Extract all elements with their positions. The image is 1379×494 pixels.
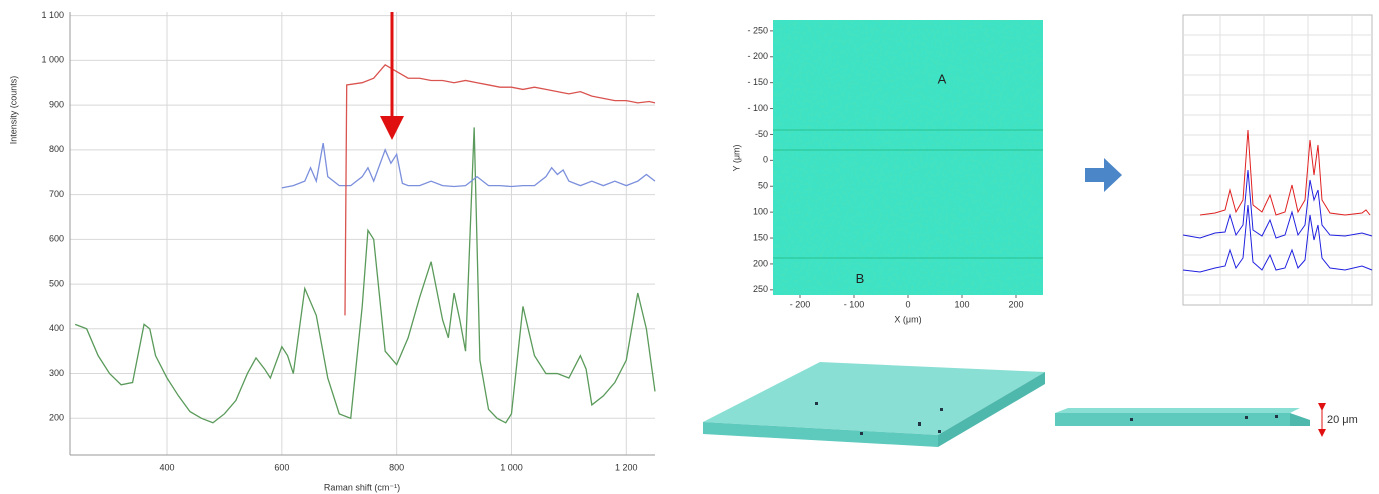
x-tick-label: 100 bbox=[954, 299, 969, 309]
x-tick-label: 200 bbox=[1008, 299, 1023, 309]
thumbnail-frame bbox=[1183, 15, 1372, 305]
x-tick-label: 0 bbox=[905, 299, 910, 309]
slab-top bbox=[1055, 408, 1300, 413]
y-tick-label: 1 100 bbox=[41, 10, 64, 20]
figure: Intensity (counts) Raman shift (cm⁻¹) 20… bbox=[0, 0, 1379, 494]
y-axis-title: Intensity (counts) bbox=[8, 76, 18, 145]
y-tick-label: - 150 bbox=[747, 77, 768, 87]
x-tick-label: 400 bbox=[160, 462, 175, 472]
annotation: A bbox=[938, 72, 947, 87]
map-texture bbox=[773, 20, 1043, 295]
slab-front bbox=[1055, 413, 1290, 426]
block-top bbox=[703, 362, 1045, 435]
y-tick-label: 800 bbox=[49, 144, 64, 154]
slab-3d: 20 μm bbox=[1055, 407, 1358, 433]
speck bbox=[1130, 418, 1133, 421]
speck bbox=[938, 430, 941, 433]
x-axis-title: Raman shift (cm⁻¹) bbox=[324, 482, 400, 492]
x-tick-label: 1 000 bbox=[500, 462, 523, 472]
map-chart: Y (μm) X (μm) - 250 - 200 - 150 - 100 -50 0 50… bbox=[731, 20, 1043, 324]
y-tick-label: 200 bbox=[753, 258, 768, 268]
y-tick-label: 100 bbox=[753, 207, 768, 217]
y-tick-label: 500 bbox=[49, 278, 64, 288]
slab-side bbox=[1290, 413, 1310, 426]
raman-chart: Intensity (counts) Raman shift (cm⁻¹) 20… bbox=[8, 10, 655, 492]
y-tick-label: 600 bbox=[49, 234, 64, 244]
y-tick-label: 50 bbox=[758, 181, 768, 191]
y-tick-label: - 200 bbox=[747, 51, 768, 61]
y-tick-label: 400 bbox=[49, 323, 64, 333]
arrow bbox=[1085, 158, 1122, 192]
y-tick-label: 250 bbox=[753, 284, 768, 294]
x-tick-label: - 100 bbox=[844, 299, 865, 309]
y-tick-label: 900 bbox=[49, 99, 64, 109]
x-axis-title: X (μm) bbox=[894, 314, 921, 324]
annotation: B bbox=[856, 271, 865, 286]
block-3d bbox=[703, 362, 1045, 447]
y-axis-title: Y (μm) bbox=[731, 144, 741, 171]
y-tick-label: -50 bbox=[755, 129, 768, 139]
spectrum-thumbnail bbox=[1183, 15, 1372, 305]
y-tick-label: 300 bbox=[49, 368, 64, 378]
speck bbox=[860, 432, 863, 435]
speck bbox=[918, 422, 921, 426]
y-tick-label: 700 bbox=[49, 189, 64, 199]
x-tick-label: 600 bbox=[274, 462, 289, 472]
y-tick-label: - 250 bbox=[747, 25, 768, 35]
x-tick-label: - 200 bbox=[790, 299, 811, 309]
x-tick-label: 800 bbox=[389, 462, 404, 472]
y-tick-label: 0 bbox=[763, 155, 768, 165]
y-tick-label: - 100 bbox=[747, 103, 768, 113]
thickness-label: 20 μm bbox=[1327, 414, 1358, 426]
y-tick-label: 150 bbox=[753, 232, 768, 242]
speck bbox=[1275, 415, 1278, 418]
speck bbox=[940, 408, 943, 411]
y-tick-label: 200 bbox=[49, 413, 64, 423]
x-tick-label: 1 200 bbox=[615, 462, 638, 472]
y-tick-label: 1 000 bbox=[41, 55, 64, 65]
speck bbox=[815, 402, 818, 405]
speck bbox=[1245, 416, 1248, 419]
